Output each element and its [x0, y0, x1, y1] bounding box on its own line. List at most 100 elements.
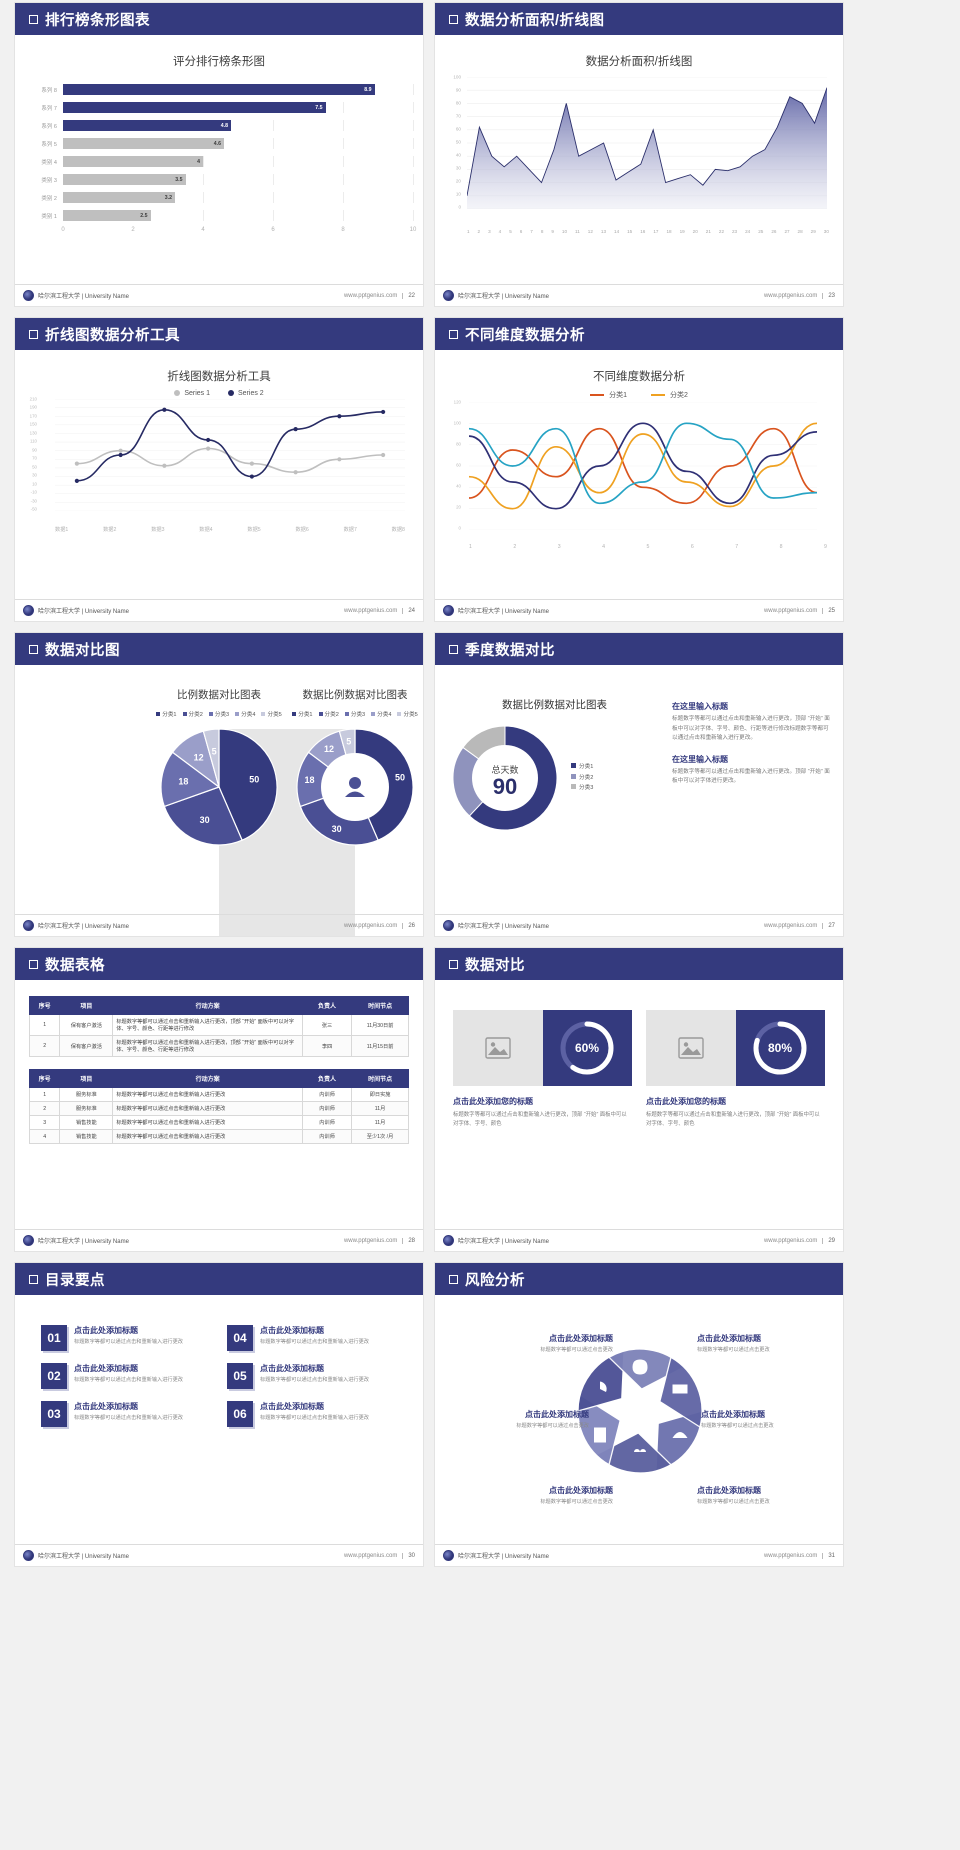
- table-row[interactable]: 1 保有客户激活 标题数字等都可以通过点击和重新输入进行更改，顶部 “开始” 面板中…: [28, 1014, 409, 1036]
- legend-item[interactable]: 分类2: [318, 710, 339, 718]
- risk-item[interactable]: 点击此处添加标题 标题数字等都可以通过点击更改: [697, 1485, 817, 1506]
- slide-header: 不同维度数据分析: [435, 318, 843, 353]
- table-row[interactable]: 3 销售技能 标题数字等都可以通过点击和重新输入进行更改 内训师 11月: [28, 1115, 409, 1130]
- legend-item[interactable]: 分类5: [397, 710, 418, 718]
- risk-diagram: 点击此处添加标题 标题数字等都可以通过点击更改 点击此处添加标题 标题数字等都可以通过…: [435, 1299, 843, 1563]
- text-panel: 在这里输入标题 标题数字等都可以通过点击和重新输入进行更改，顶部 “开始” 面板…: [672, 683, 831, 933]
- x-tick: 17: [653, 229, 659, 234]
- x-tick: 5: [509, 229, 512, 234]
- toc-heading: 点击此处添加标题: [260, 1326, 324, 1335]
- slide-toc: 目录要点 01 点击此处添加标题 标题数字等都可以通过点击和重新输入进行更改 04 点击…: [14, 1262, 424, 1567]
- column-header: 行动方案: [112, 1069, 303, 1088]
- toc-item[interactable]: 02 点击此处添加标题 标题数字等都可以通过点击和重新输入进行更改: [41, 1363, 211, 1389]
- toc-item[interactable]: 04 点击此处添加标题 标题数字等都可以通过点击和重新输入进行更改: [227, 1325, 397, 1351]
- risk-item[interactable]: 点击此处添加标题标题数字等都可以通过点击更改: [469, 1409, 589, 1430]
- y-tick: 30: [32, 472, 37, 478]
- bar-value: 7.5: [315, 104, 323, 111]
- toc-item[interactable]: 05 点击此处添加标题 标题数字等都可以通过点击和重新输入进行更改: [227, 1363, 397, 1389]
- slide-number: 28: [402, 1237, 415, 1244]
- legend-item[interactable]: 分类1: [590, 390, 627, 400]
- bar-label: 类别 2: [41, 195, 57, 202]
- risk-heading: 点击此处添加标题: [549, 1334, 613, 1343]
- risk-item[interactable]: 点击此处添加标题 标题数字等都可以通过点击更改: [493, 1333, 613, 1354]
- footer-url: www.pptgenius.com: [763, 292, 818, 299]
- square-bullet-icon: [29, 1274, 38, 1284]
- x-tick: 数据7: [343, 527, 357, 533]
- x-tick: 4: [498, 229, 502, 234]
- square-bullet-icon: [449, 1274, 458, 1284]
- svg-text:30: 30: [332, 824, 342, 834]
- slide-number: 24: [402, 607, 415, 614]
- slide-quarterly-compare: 季度数据对比 数据比例数据对比图表 总天数 90 分类1 分类2 分类3 在这里输入标…: [434, 632, 844, 937]
- table-row[interactable]: 4 销售技能 标题数字等都可以通过点击和重新输入进行更改 内训师 至少1次 /月: [28, 1129, 409, 1144]
- x-tick: 数据2: [103, 527, 117, 533]
- toc-item[interactable]: 03 点击此处添加标题 标题数字等都可以通过点击和重新输入进行更改: [41, 1401, 211, 1427]
- legend-item[interactable]: 分类2: [182, 710, 203, 718]
- slide-header: 排行榜条形图表: [15, 3, 423, 38]
- svg-text:50: 50: [395, 773, 405, 783]
- square-bullet-icon: [449, 644, 458, 654]
- percent-ring: 80%: [735, 1010, 825, 1086]
- slide-footer: 哈尔滨工程大学 | University Name www.pptgenius.…: [15, 284, 423, 306]
- svg-text:12: 12: [194, 752, 204, 762]
- risk-item[interactable]: 点击此处添加标题 标题数字等都可以通过点击更改: [493, 1485, 613, 1506]
- percent-ring: 60%: [542, 1010, 632, 1086]
- legend-item[interactable]: 分类3: [344, 710, 365, 718]
- legend-item[interactable]: 分类1: [156, 710, 177, 718]
- legend-item[interactable]: 分类2: [651, 390, 688, 400]
- x-tick: 2: [477, 229, 481, 234]
- bar-row: 类别 1 2.5: [25, 207, 414, 224]
- chart-legend: 分类1 分类2 分类3 分类4 分类5: [287, 710, 423, 718]
- legend-item[interactable]: Series 2: [228, 390, 264, 397]
- x-tick: 数据4: [199, 527, 213, 533]
- table-cell: 4: [28, 1129, 61, 1144]
- x-tick: 8: [540, 229, 544, 234]
- risk-text: 标题数字等都可以通过点击更改: [697, 1499, 770, 1505]
- x-tick: 数据1: [55, 527, 69, 533]
- table-header-row: 序号 项目 行动方案 负责人 时间节点: [28, 1069, 409, 1088]
- svg-text:总天数: 总天数: [491, 764, 518, 775]
- column-header: 负责人: [301, 996, 353, 1015]
- x-tick: 3: [557, 544, 561, 550]
- bar-label: 类别 1: [41, 213, 57, 220]
- y-tick: 0: [458, 525, 461, 531]
- toc-item[interactable]: 01 点击此处添加标题 标题数字等都可以通过点击和重新输入进行更改: [41, 1325, 211, 1351]
- x-tick: 25: [758, 229, 764, 234]
- table-row[interactable]: 1 服务标准 标题数字等都可以通过点击和重新输入进行更改 内训师 即日实施: [28, 1087, 409, 1102]
- square-bullet-icon: [29, 644, 38, 654]
- x-tick: 3: [488, 229, 491, 234]
- toc-item[interactable]: 06 点击此处添加标题 标题数字等都可以通过点击和重新输入进行更改: [227, 1401, 397, 1427]
- y-tick: 170: [29, 413, 37, 419]
- x-tick: 14: [614, 229, 620, 234]
- slide-footer: 哈尔滨工程大学 | University Name www.pptgenius.…: [435, 284, 843, 306]
- slide-header: 数据表格: [15, 948, 423, 983]
- footer-url: www.pptgenius.com: [763, 922, 818, 929]
- y-tick: 90: [455, 87, 461, 93]
- legend-item[interactable]: 分类4: [235, 710, 255, 718]
- legend-item[interactable]: 分类2: [571, 773, 593, 784]
- slide-title: 数据分析面积/折线图: [465, 12, 605, 29]
- legend-item[interactable]: 分类3: [571, 783, 593, 794]
- table-row[interactable]: 2 服务标准 标题数字等都可以通过点击和重新输入进行更改 内训师 11月: [28, 1101, 409, 1116]
- risk-item[interactable]: 点击此处添加标题 标题数字等都可以通过点击更改: [701, 1409, 821, 1430]
- area-chart: 100 90 80 70 60 50 40 30 20 10 0 1 2 3 4 5 6 7 8 9 10 11 12 13…: [445, 75, 829, 235]
- risk-text: 标题数字等都可以通过点击更改: [701, 1423, 774, 1429]
- legend-item[interactable]: Series 1: [174, 390, 210, 397]
- legend-item[interactable]: 分类1: [571, 762, 593, 773]
- x-tick: 0: [61, 227, 65, 233]
- table-row[interactable]: 2 保有客户激活 标题数字等都可以通过点击和重新输入进行更改，顶部 “开始” 面板中…: [28, 1035, 409, 1057]
- legend-item[interactable]: 分类5: [261, 710, 282, 718]
- x-tick: 4: [602, 544, 606, 550]
- risk-text: 标题数字等都可以通过点击更改: [516, 1423, 589, 1429]
- x-tick: 10: [409, 227, 417, 233]
- risk-text: 标题数字等都可以通过点击更改: [540, 1499, 613, 1505]
- risk-item[interactable]: 点击此处添加标题 标题数字等都可以通过点击更改: [697, 1333, 817, 1354]
- slide-number: 26: [402, 922, 415, 929]
- risk-heading: 点击此处添加标题: [525, 1410, 589, 1419]
- legend-item[interactable]: 分类3: [208, 710, 229, 718]
- legend-item[interactable]: 分类1: [292, 710, 313, 718]
- legend-item[interactable]: 分类4: [371, 710, 391, 718]
- toc-number: 04: [227, 1325, 253, 1351]
- x-tick: 12: [587, 229, 593, 234]
- table-cell: 保有客户激活: [59, 1014, 114, 1036]
